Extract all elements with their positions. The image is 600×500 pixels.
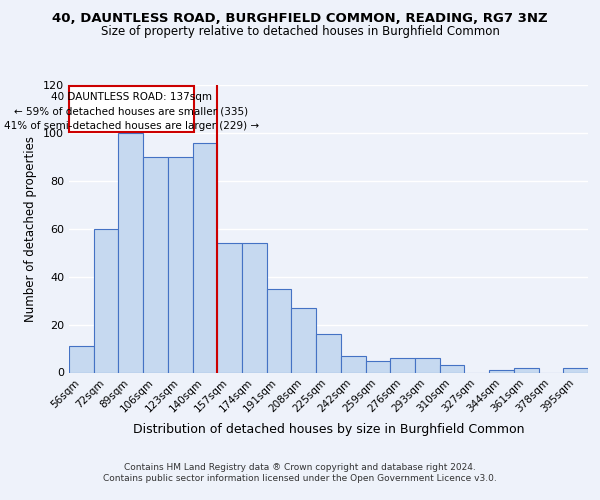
Bar <box>217 243 242 372</box>
Bar <box>514 368 539 372</box>
Text: 41% of semi-detached houses are larger (229) →: 41% of semi-detached houses are larger (… <box>4 121 259 131</box>
Bar <box>563 368 588 372</box>
FancyBboxPatch shape <box>69 86 194 132</box>
Bar <box>118 133 143 372</box>
Bar <box>316 334 341 372</box>
Bar <box>440 366 464 372</box>
Bar <box>242 243 267 372</box>
Text: ← 59% of detached houses are smaller (335): ← 59% of detached houses are smaller (33… <box>14 106 248 117</box>
Bar <box>292 308 316 372</box>
Bar <box>94 229 118 372</box>
Text: 40 DAUNTLESS ROAD: 137sqm: 40 DAUNTLESS ROAD: 137sqm <box>51 92 212 102</box>
Text: 40, DAUNTLESS ROAD, BURGHFIELD COMMON, READING, RG7 3NZ: 40, DAUNTLESS ROAD, BURGHFIELD COMMON, R… <box>52 12 548 26</box>
Bar <box>365 360 390 372</box>
Bar <box>193 142 217 372</box>
X-axis label: Distribution of detached houses by size in Burghfield Common: Distribution of detached houses by size … <box>133 422 524 436</box>
Bar <box>390 358 415 372</box>
Text: Contains public sector information licensed under the Open Government Licence v3: Contains public sector information licen… <box>103 474 497 483</box>
Bar <box>143 157 168 372</box>
Bar <box>415 358 440 372</box>
Bar <box>489 370 514 372</box>
Bar <box>168 157 193 372</box>
Text: Size of property relative to detached houses in Burghfield Common: Size of property relative to detached ho… <box>101 25 499 38</box>
Text: Contains HM Land Registry data ® Crown copyright and database right 2024.: Contains HM Land Registry data ® Crown c… <box>124 462 476 471</box>
Bar <box>341 356 365 372</box>
Bar <box>69 346 94 372</box>
Bar <box>267 288 292 372</box>
Y-axis label: Number of detached properties: Number of detached properties <box>25 136 37 322</box>
